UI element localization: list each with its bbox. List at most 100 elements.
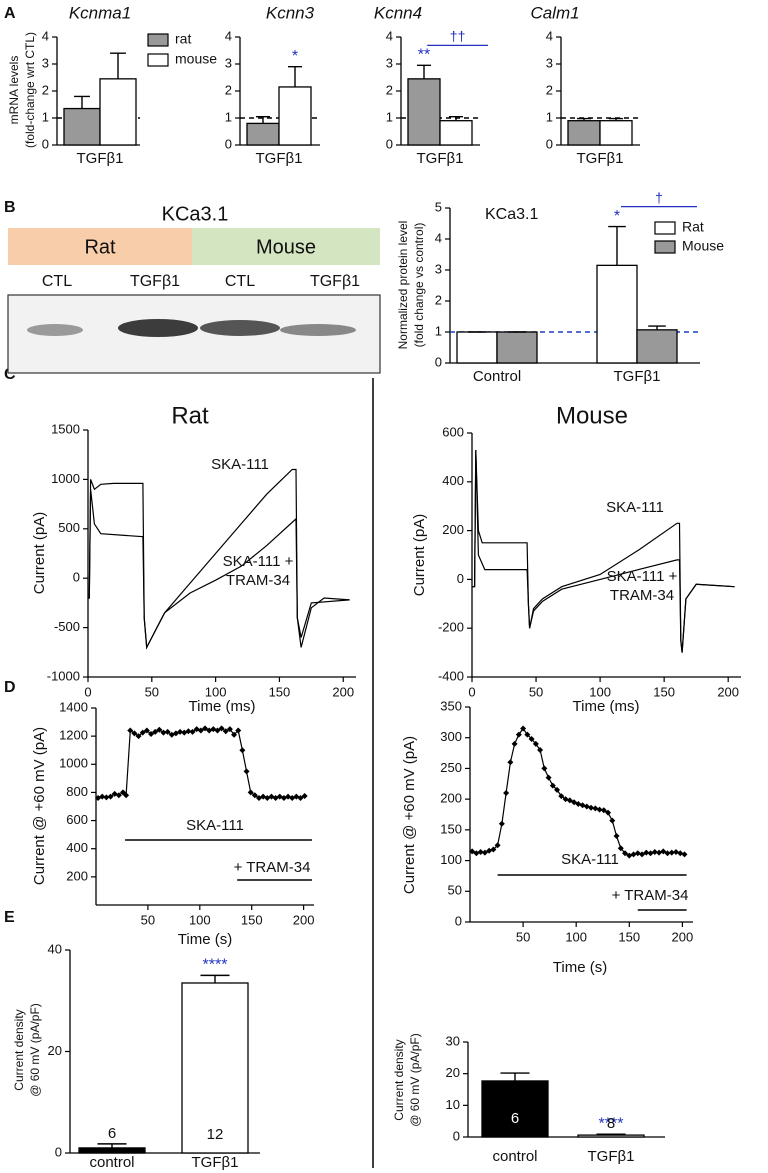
marker: [123, 792, 130, 799]
x-tick-label: control: [89, 1154, 134, 1171]
marker: [549, 782, 556, 789]
bar: [567, 120, 601, 146]
y-tick-label: 2: [386, 82, 393, 97]
x-tick-label: TGFβ1: [417, 150, 464, 167]
chart-title: Mouse: [556, 402, 628, 429]
y-tick-label: 4: [386, 28, 393, 43]
x-tick-label: 200: [332, 684, 354, 699]
y-tick-label: 1: [386, 109, 393, 124]
error-bar: [596, 1133, 626, 1136]
marker: [103, 794, 110, 801]
legend-label: Rat: [682, 219, 704, 235]
lane-label: CTL: [42, 273, 72, 290]
significance-label: *: [614, 208, 620, 225]
chart-title: KCa3.1: [485, 206, 538, 223]
y-tick-label: 5: [435, 199, 442, 214]
y-tick-label: 350: [440, 698, 462, 713]
comparison-label: ††: [450, 28, 466, 44]
y-axis-label: @ 60 mV (pA/pF): [28, 1003, 42, 1097]
x-tick-label: 0: [84, 684, 91, 699]
trace-label: SKA-111: [606, 499, 664, 516]
y-tick-label: 3: [42, 55, 49, 70]
marker: [477, 848, 484, 855]
y-axis-label: Current density: [392, 1039, 406, 1120]
legend-label: rat: [175, 31, 191, 47]
group-band: [8, 228, 192, 265]
error-bar: [110, 52, 126, 79]
marker: [660, 848, 667, 855]
y-tick-label: 3: [225, 55, 232, 70]
y-tick-label: -200: [438, 620, 464, 635]
y-tick-label: -500: [54, 619, 80, 634]
marker: [115, 792, 122, 799]
bar: [577, 1134, 645, 1138]
x-tick-label: 100: [589, 684, 611, 699]
y-tick-label: 400: [442, 473, 464, 488]
marker: [231, 731, 238, 738]
n-label: 8: [607, 1115, 615, 1132]
error-bar: [576, 117, 592, 121]
x-tick-label: 100: [189, 912, 211, 927]
x-tick-label: 100: [565, 929, 587, 944]
y-tick-label: 800: [66, 784, 88, 799]
marker: [473, 850, 480, 857]
x-tick-label: 150: [269, 684, 291, 699]
blot-band: [200, 320, 280, 336]
drug-label: SKA-111: [186, 817, 244, 834]
marker: [239, 747, 246, 754]
x-tick-label: 100: [205, 684, 227, 699]
y-tick-label: 20: [446, 1065, 460, 1080]
n-label: 6: [511, 1110, 519, 1127]
y-tick-label: 400: [66, 840, 88, 855]
comparison-label: †: [655, 189, 663, 205]
marker: [135, 733, 142, 740]
y-tick-label: 0: [457, 571, 464, 586]
x-tick-label: TGFβ1: [588, 1148, 635, 1165]
x-tick-label: TGFβ1: [614, 368, 661, 385]
y-axis-label: Current density: [12, 1009, 26, 1090]
y-tick-label: 1500: [51, 421, 80, 436]
marker: [99, 793, 106, 800]
legend-swatch: [147, 33, 169, 47]
y-tick-label: 1: [225, 109, 232, 124]
error-bar: [500, 1072, 530, 1081]
marker: [515, 731, 522, 738]
y-tick-label: 250: [440, 760, 462, 775]
marker: [156, 726, 163, 733]
y-tick-label: 4: [225, 28, 232, 43]
marker: [235, 727, 242, 734]
y-tick-label: 1000: [51, 471, 80, 486]
error-bar: [608, 225, 626, 266]
y-axis-label: Current (pA): [31, 512, 48, 595]
trace-label: TRAM-34: [226, 572, 290, 589]
y-tick-label: 0: [225, 136, 232, 151]
marker: [639, 851, 646, 858]
marker: [605, 809, 612, 816]
marker: [681, 851, 688, 858]
y-tick-label: 3: [386, 55, 393, 70]
legend-swatch: [654, 221, 676, 235]
marker: [541, 765, 548, 772]
marker: [537, 747, 544, 753]
marker: [571, 799, 578, 806]
y-tick-label: 100: [440, 852, 462, 867]
y-tick-label: 0: [73, 570, 80, 585]
trace-label: TRAM-34: [610, 587, 674, 604]
marker: [160, 729, 167, 736]
y-tick-label: 3: [546, 55, 553, 70]
marker: [197, 727, 204, 734]
marker: [532, 740, 539, 747]
x-tick-label: Control: [473, 368, 521, 385]
y-tick-label: 4: [42, 28, 49, 43]
marker: [554, 786, 561, 793]
y-tick-label: 1: [435, 323, 442, 338]
y-axis-label: Normalized protein level: [396, 221, 410, 350]
marker: [185, 728, 192, 735]
marker: [566, 797, 573, 804]
marker: [511, 740, 518, 747]
x-tick-label: 150: [618, 929, 640, 944]
marker: [583, 803, 590, 810]
panel-label: A: [4, 5, 16, 22]
marker: [656, 849, 663, 856]
legend-swatch: [147, 53, 169, 67]
